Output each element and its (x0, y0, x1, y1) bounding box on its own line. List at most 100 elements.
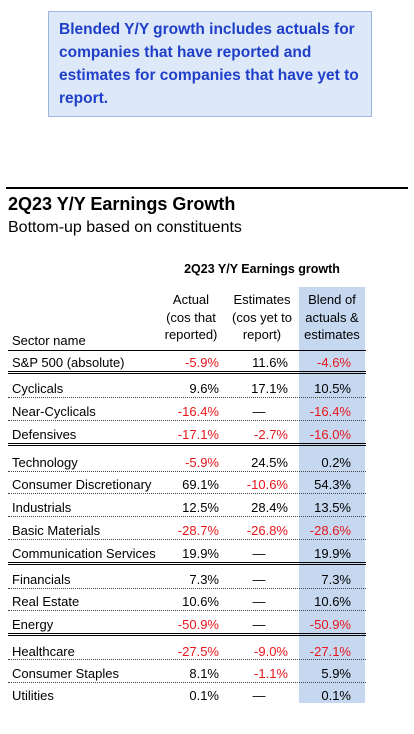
header-sector: Sector name (12, 333, 86, 348)
sector-name: Utilities (12, 688, 54, 703)
actual-value: -17.1% (177, 427, 219, 442)
table-row: Utilities 0.1% — 0.1% (0, 686, 414, 706)
sector-name: Communication Services (12, 546, 156, 561)
sector-name: Consumer Discretionary (12, 477, 152, 492)
table-row: Consumer Discretionary 69.1% -10.6% 54.3% (0, 475, 414, 495)
header-actual: Actual (cos that reported) (160, 291, 222, 344)
estimates-value: 11.6% (252, 355, 288, 370)
row-rule (8, 420, 366, 421)
sector-name: Consumer Staples (12, 666, 119, 681)
actual-value: -5.9% (185, 455, 219, 470)
estimates-value: 24.5% (251, 455, 288, 470)
table-row: Healthcare -27.5% -9.0% -27.1% (0, 642, 414, 662)
sector-name: Energy (12, 617, 54, 632)
blend-value: 10.5% (314, 381, 351, 396)
estimates-value: -2.7% (254, 427, 288, 442)
blend-value: 0.2% (321, 455, 351, 470)
estimates-value: 28.4% (251, 500, 288, 515)
header-blend-line: Blend of (308, 292, 356, 307)
table-row: Real Estate 10.6% — 10.6% (0, 592, 414, 612)
actual-value: -50.9% (177, 617, 219, 632)
group-rule (8, 443, 366, 446)
callout-note: Blended Y/Y growth includes actuals for … (48, 11, 372, 117)
header-actual-line: reported) (164, 327, 218, 342)
table-row: Communication Services 19.9% — 19.9% (0, 544, 414, 564)
header-actual-line: Actual (172, 292, 210, 307)
top-rule (6, 187, 408, 189)
estimates-value: — (252, 688, 266, 703)
sector-name: S&P 500 (absolute) (12, 355, 125, 370)
actual-value: -5.9% (185, 355, 219, 370)
header-estimates: Estimates (cos yet to report) (229, 291, 295, 344)
actual-value: 0.1% (189, 688, 219, 703)
blend-value: 19.9% (314, 546, 351, 561)
table-row: Industrials 12.5% 28.4% 13.5% (0, 498, 414, 518)
estimates-value: — (252, 404, 266, 419)
actual-value: -27.5% (177, 644, 219, 659)
group-rule (8, 562, 366, 565)
header-blend-line: actuals & (305, 309, 359, 325)
sector-name: Technology (12, 455, 78, 470)
blend-value: 10.6% (314, 594, 351, 609)
row-rule (8, 588, 366, 589)
blend-value: 0.1% (321, 688, 351, 703)
sector-name: Industrials (12, 500, 72, 515)
table-title: 2Q23 Y/Y Earnings Growth (8, 194, 236, 214)
sector-name: Real Estate (12, 594, 80, 609)
table-row: Near-Cyclicals -16.4% — -16.4% (0, 402, 414, 422)
header-blend: Blend of actuals & estimates (299, 291, 365, 344)
table-row: Cyclicals 9.6% 17.1% 10.5% (0, 379, 414, 399)
table-subtitle: Bottom-up based on constituents (8, 219, 242, 236)
actual-value: 12.5% (182, 500, 219, 515)
estimates-value: 17.1% (251, 381, 288, 396)
blend-value: -16.4% (309, 404, 351, 419)
estimates-value: -26.8% (246, 523, 288, 538)
header-estimates-line: (cos yet to (232, 309, 292, 325)
row-rule (8, 539, 366, 540)
group-rule (8, 371, 366, 374)
estimates-value: -10.6% (246, 477, 288, 492)
table-row: Basic Materials -28.7% -26.8% -28.6% (0, 521, 414, 541)
actual-value: 9.6% (189, 381, 219, 396)
blend-value: -28.6% (309, 523, 351, 538)
header-estimates-line: Estimates (233, 292, 291, 307)
estimates-value: — (252, 546, 266, 561)
header-blend-line: estimates (304, 327, 360, 342)
row-rule (8, 516, 366, 517)
header-actual-line: (cos that (166, 309, 216, 325)
actual-value: -16.4% (177, 404, 219, 419)
sector-name: Defensives (12, 427, 77, 442)
actual-value: 7.3% (189, 572, 219, 587)
blend-value: 13.5% (314, 500, 351, 515)
row-rule (8, 397, 366, 398)
actual-value: 8.1% (189, 666, 219, 681)
estimates-value: — (252, 594, 266, 609)
table-row: Financials 7.3% — 7.3% (0, 570, 414, 590)
group-header: 2Q23 Y/Y Earnings growth (184, 262, 340, 276)
table-row: S&P 500 (absolute) -5.9% 11.6% -4.6% (0, 353, 414, 373)
header-rule (8, 350, 366, 351)
blend-value: 5.9% (321, 666, 351, 681)
actual-value: 69.1% (182, 477, 219, 492)
blend-value: -50.9% (309, 617, 351, 632)
table-row: Consumer Staples 8.1% -1.1% 5.9% (0, 664, 414, 684)
blend-value: -4.6% (317, 355, 351, 370)
sector-name: Basic Materials (12, 523, 101, 538)
header-estimates-line: report) (242, 327, 282, 342)
table-row: Technology -5.9% 24.5% 0.2% (0, 453, 414, 473)
blend-value: -27.1% (309, 644, 351, 659)
estimates-value: — (252, 617, 266, 632)
blend-value: 54.3% (314, 477, 351, 492)
table-row: Energy -50.9% — -50.9% (0, 615, 414, 635)
actual-value: -28.7% (177, 523, 219, 538)
actual-value: 19.9% (182, 546, 219, 561)
row-rule (8, 682, 366, 683)
estimates-value: — (252, 572, 266, 587)
blend-value: -16.0% (309, 427, 351, 442)
table-row: Defensives -17.1% -2.7% -16.0% (0, 425, 414, 445)
row-rule (8, 659, 366, 660)
row-rule (8, 471, 366, 472)
row-rule (8, 493, 366, 494)
sector-name: Near-Cyclicals (12, 404, 96, 419)
estimates-value: -9.0% (254, 644, 288, 659)
